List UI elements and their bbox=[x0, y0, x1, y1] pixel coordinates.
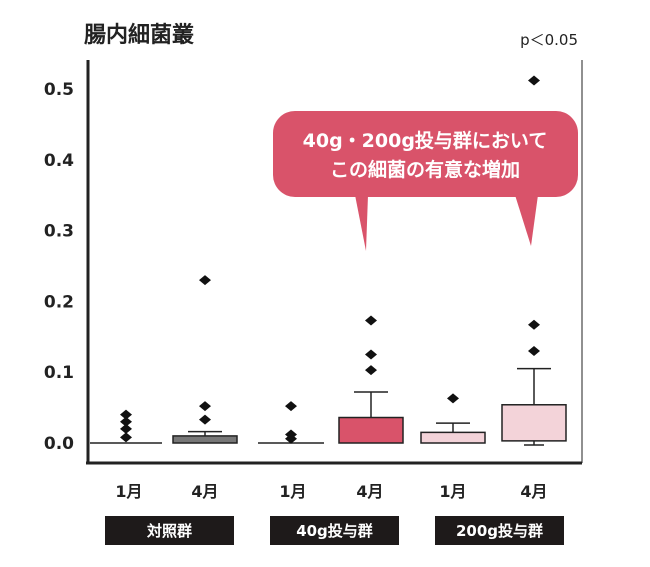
box-plots bbox=[90, 75, 567, 446]
callout-line-1: 40g・200g投与群において bbox=[303, 129, 548, 152]
box-plot-2 bbox=[172, 275, 238, 444]
outlier-point bbox=[528, 75, 540, 86]
p-value-label: p＜0.05 bbox=[520, 31, 578, 49]
box-plot-6 bbox=[501, 75, 567, 446]
box-plot-3 bbox=[258, 401, 324, 444]
callout-line-2: この細菌の有意な増加 bbox=[330, 158, 520, 181]
y-tick-label: 0.3 bbox=[44, 222, 74, 242]
outlier-point bbox=[365, 315, 377, 326]
y-tick-label: 0.5 bbox=[44, 80, 74, 100]
chart-title: 腸内細菌叢 bbox=[84, 22, 194, 48]
callout-body bbox=[273, 111, 578, 197]
y-tick-label: 0.2 bbox=[44, 292, 74, 312]
box-rect bbox=[172, 435, 238, 444]
y-tick-labels: 0.0 0.1 0.2 0.3 0.4 0.5 bbox=[44, 80, 74, 454]
callout-pointer-40g bbox=[355, 195, 368, 251]
outlier-point bbox=[199, 414, 211, 425]
outlier-point bbox=[365, 365, 377, 376]
outlier-point bbox=[285, 401, 297, 412]
y-tick-label: 0.1 bbox=[44, 363, 74, 383]
group-label-bg bbox=[105, 516, 234, 545]
y-tick-label: 0.0 bbox=[44, 434, 74, 454]
outlier-point bbox=[120, 423, 132, 434]
box-plot-4 bbox=[338, 315, 404, 444]
callout-pointer-200g bbox=[515, 195, 538, 246]
group-label: 200g投与群 bbox=[456, 522, 543, 540]
x-month-label: 1月 bbox=[439, 482, 466, 501]
outlier-point bbox=[199, 401, 211, 412]
x-month-label: 1月 bbox=[279, 482, 306, 501]
outlier-point bbox=[199, 275, 211, 286]
group-label: 40g投与群 bbox=[296, 522, 373, 540]
group-label: 対照群 bbox=[146, 522, 192, 540]
outlier-point bbox=[120, 409, 132, 420]
box-rect bbox=[501, 404, 567, 442]
outlier-point bbox=[120, 416, 132, 427]
x-month-label: 4月 bbox=[520, 482, 547, 501]
outlier-point bbox=[528, 345, 540, 356]
group-label-bg bbox=[435, 516, 564, 545]
x-month-label: 4月 bbox=[191, 482, 218, 501]
box-plot-1 bbox=[90, 409, 162, 444]
box-rect bbox=[420, 431, 486, 444]
outlier-point bbox=[447, 393, 459, 404]
x-month-label: 4月 bbox=[356, 482, 383, 501]
callout-bubble: 40g・200g投与群において この細菌の有意な増加 bbox=[273, 111, 578, 251]
outlier-point bbox=[528, 319, 540, 330]
outlier-point bbox=[365, 349, 377, 360]
group-label-bg bbox=[270, 516, 399, 545]
box-plot-5 bbox=[420, 393, 486, 444]
outlier-point bbox=[120, 432, 132, 443]
box-rect bbox=[338, 416, 404, 444]
outlier-point bbox=[285, 429, 297, 440]
x-month-label: 1月 bbox=[115, 482, 142, 501]
y-tick-label: 0.4 bbox=[44, 151, 74, 171]
